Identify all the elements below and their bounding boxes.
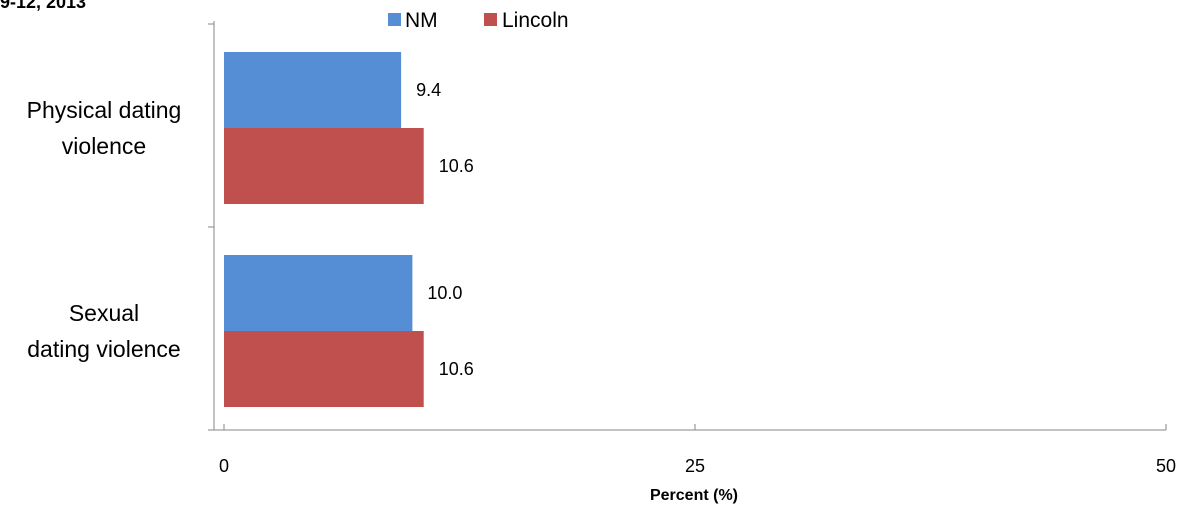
x-tick-label: 50: [1156, 456, 1176, 476]
axes: [208, 21, 1167, 431]
data-label: 9.4: [416, 80, 441, 100]
bar-nm: [224, 255, 413, 331]
x-tick-label: 25: [685, 456, 705, 476]
x-tick-label: 0: [219, 456, 229, 476]
category-label: dating violence: [27, 336, 180, 362]
legend-swatch-lincoln: [484, 13, 497, 26]
data-label: 10.6: [439, 156, 474, 176]
category-label: Sexual: [69, 300, 139, 326]
bar-nm: [224, 52, 402, 128]
bar-lincoln: [224, 128, 424, 204]
legend-swatch-nm: [388, 13, 401, 26]
data-label: 10.0: [427, 283, 462, 303]
legend-label-lincoln: Lincoln: [502, 9, 569, 32]
category-label: Physical dating: [27, 97, 182, 123]
data-label: 10.6: [439, 359, 474, 379]
legend-label-nm: NM: [405, 9, 438, 32]
labels: 0 25 50 Percent (%) 9.4 10.6 Physical dating vi…: [27, 80, 1176, 504]
bars: [224, 52, 424, 407]
x-axis-title: Percent (%): [650, 487, 738, 504]
category-label: violence: [62, 133, 146, 159]
bar-lincoln: [224, 331, 424, 407]
chart-title: 9-12, 2013: [0, 0, 87, 12]
legend: NM Lincoln: [388, 9, 569, 32]
